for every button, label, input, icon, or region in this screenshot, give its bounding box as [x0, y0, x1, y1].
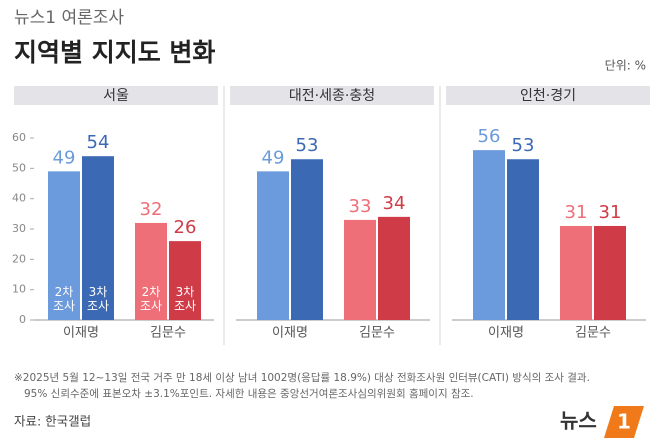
- value-label: 31: [565, 202, 588, 223]
- value-label: 53: [296, 135, 319, 156]
- series-name: 2차 조사: [139, 285, 163, 313]
- panel-title: 대전·세종·충청: [289, 88, 375, 104]
- y-tick-label: 60: [12, 131, 26, 144]
- logo-number: 1: [617, 410, 631, 434]
- bar: [257, 171, 289, 320]
- x-tick-label: 김문수: [150, 326, 186, 341]
- bar: [560, 225, 592, 320]
- x-tick-label: 김문수: [575, 326, 611, 341]
- panel-title: 인천·경기: [520, 88, 576, 104]
- panel-header: [14, 86, 218, 105]
- value-label: 49: [53, 147, 76, 168]
- title: 지역별 지지도 변화: [14, 38, 215, 67]
- value-label: 56: [478, 126, 501, 147]
- y-tick-label: 10: [12, 283, 26, 296]
- footnote: ※2025년 5월 12~13일 전국 거주 만 18세 이상 남녀 1002명…: [14, 371, 590, 384]
- logo-mark: [604, 406, 644, 438]
- value-label: 34: [383, 193, 406, 214]
- kicker: 뉴스1 여론조사: [14, 8, 124, 28]
- value-label: 26: [174, 217, 197, 238]
- footnote: 95% 신뢰수준에 표본오차 ±3.1%포인트. 자세한 내용은 중앙선거여론조…: [24, 387, 474, 400]
- bar: [135, 222, 167, 320]
- panel-header: [230, 86, 434, 105]
- logo-text: 뉴스: [560, 409, 597, 433]
- series-label: 3차 조사: [86, 285, 110, 313]
- bar: [291, 159, 323, 320]
- bar: [507, 159, 539, 320]
- x-tick-label: 이재명: [272, 326, 308, 341]
- series-name: 3차 조사: [86, 285, 110, 313]
- value-label: 54: [87, 132, 110, 153]
- bar: [594, 225, 626, 320]
- panel-header: [446, 86, 650, 105]
- value-label: 31: [599, 202, 622, 223]
- y-tick-label: 0: [19, 313, 26, 326]
- source: 자료: 한국갤럽: [14, 414, 91, 429]
- value-label: 53: [512, 135, 535, 156]
- y-tick-label: 30: [12, 222, 26, 235]
- bar: [473, 150, 505, 320]
- series-label: 2차 조사: [52, 285, 76, 313]
- value-label: 49: [262, 147, 285, 168]
- y-tick-label: 20: [12, 252, 26, 265]
- series-label: 3차 조사: [173, 285, 197, 313]
- value-label: 33: [349, 196, 372, 217]
- y-tick-label: 50: [12, 161, 26, 174]
- bar: [82, 156, 114, 320]
- series-name: 3차 조사: [173, 285, 197, 313]
- series-name: 2차 조사: [52, 285, 76, 313]
- x-tick-label: 이재명: [488, 326, 524, 341]
- unit: 단위: %: [605, 59, 646, 73]
- bar: [378, 216, 410, 320]
- panel-title: 서울: [103, 88, 129, 104]
- value-label: 32: [140, 199, 163, 220]
- bar: [48, 171, 80, 320]
- x-tick-label: 이재명: [63, 326, 99, 341]
- y-tick-label: 40: [12, 192, 26, 205]
- bar: [169, 241, 201, 320]
- x-tick-label: 김문수: [359, 326, 395, 341]
- bar: [344, 219, 376, 320]
- series-label: 2차 조사: [139, 285, 163, 313]
